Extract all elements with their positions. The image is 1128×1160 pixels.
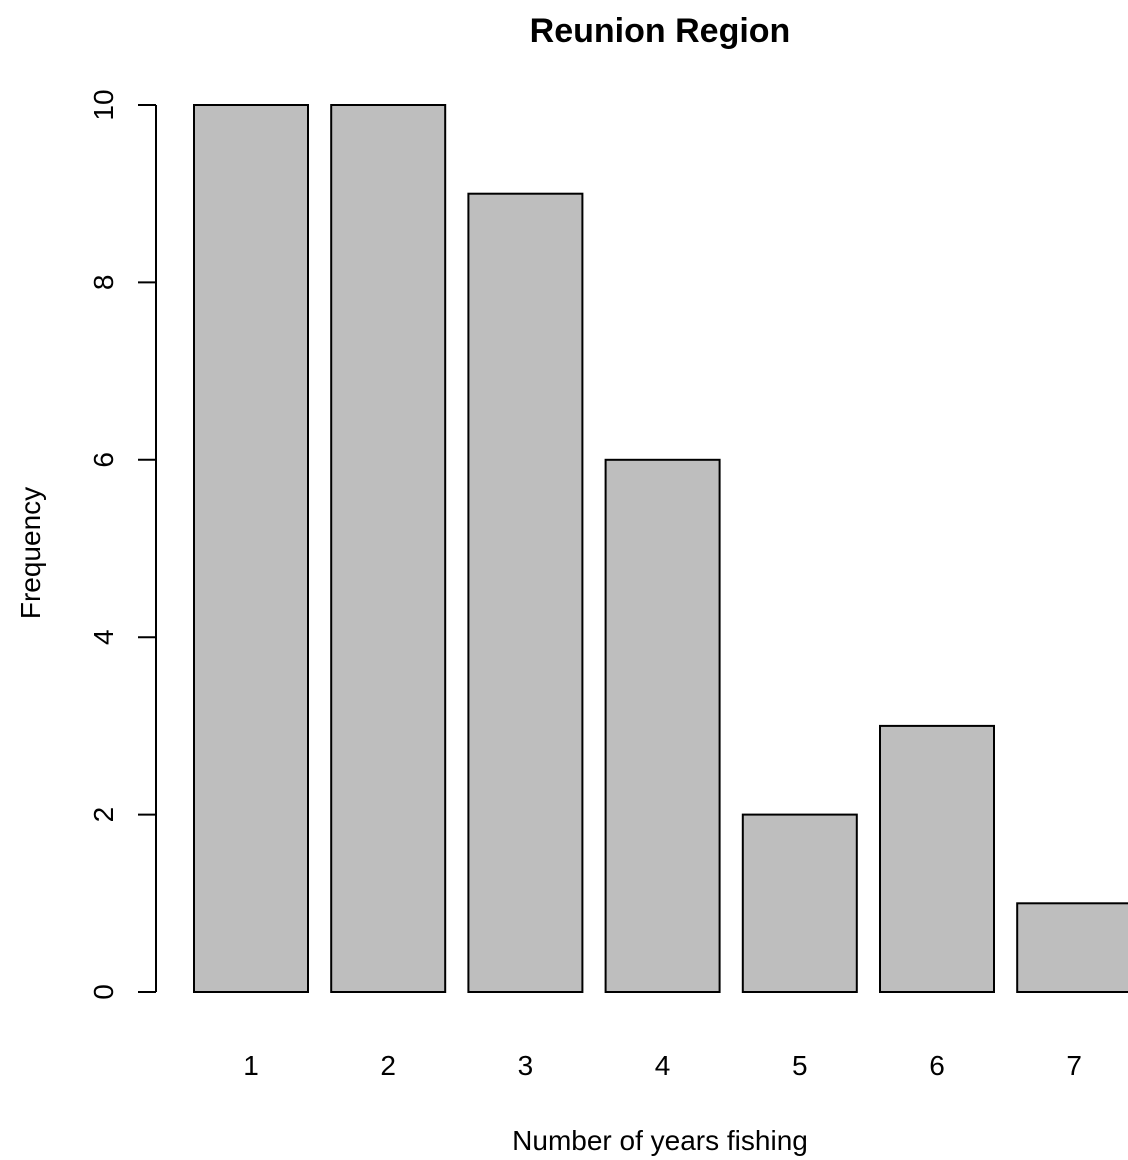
y-axis: 0 2 4 6 8 10: [88, 89, 157, 1000]
chart-title: Reunion Region: [530, 12, 791, 50]
bar-2: [330, 104, 447, 993]
x-tick-label: 3: [518, 1050, 534, 1081]
bar-5: [741, 813, 858, 993]
bar-6: [879, 724, 995, 994]
x-tick-label: 7: [1066, 1050, 1082, 1081]
x-axis-label: Number of years fishing: [512, 1125, 808, 1156]
x-tick-label: 2: [380, 1050, 396, 1081]
x-tick-label: 5: [792, 1050, 808, 1081]
y-tick-label: 0: [88, 984, 119, 1000]
bar-4: [604, 458, 721, 993]
y-tick-label: 8: [88, 275, 119, 291]
x-axis-tick-labels: 1 2 3 4 5 6 7: [243, 1050, 1082, 1081]
bar-1: [193, 104, 309, 993]
bars-group: [193, 104, 1128, 994]
y-tick-label: 4: [88, 629, 119, 645]
bar-7: [1016, 902, 1128, 993]
x-tick-label: 6: [929, 1050, 945, 1081]
y-tick-label: 10: [88, 89, 119, 120]
x-tick-label: 4: [655, 1050, 671, 1081]
y-tick-label: 2: [88, 807, 119, 823]
y-tick-label: 6: [88, 452, 119, 468]
y-axis-label: Frequency: [15, 487, 46, 619]
bar-3: [467, 192, 584, 993]
x-tick-label: 1: [243, 1050, 259, 1081]
